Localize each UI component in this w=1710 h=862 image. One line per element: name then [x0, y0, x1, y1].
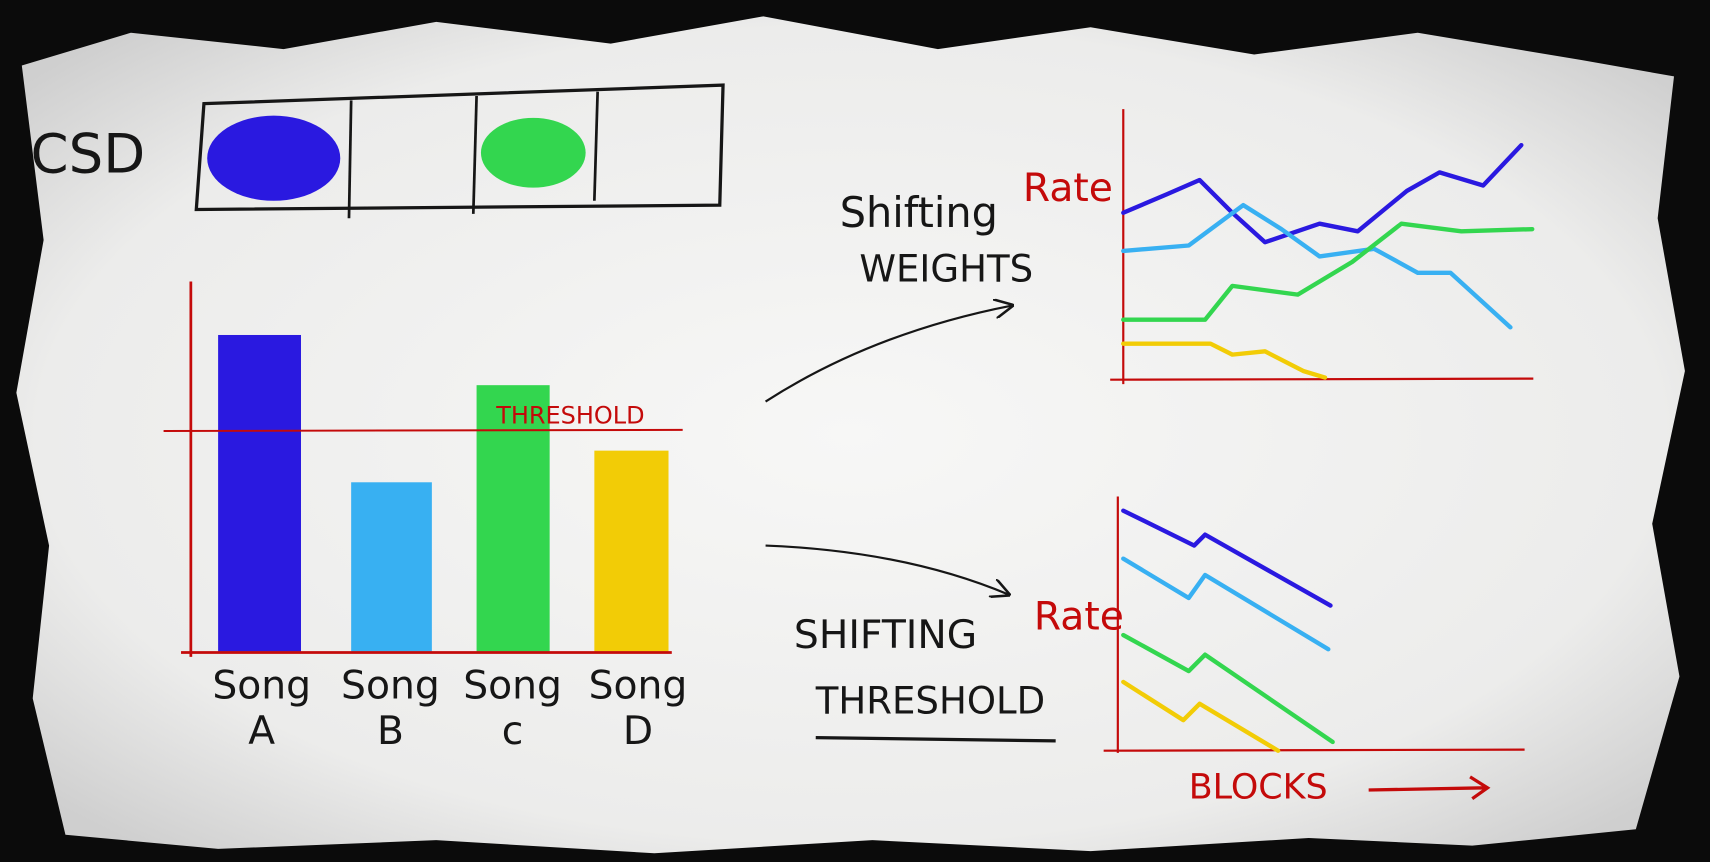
- csd-box: [194, 83, 725, 212]
- weights-title-line-1: Shifting: [840, 189, 998, 237]
- song-word: Song: [212, 663, 311, 708]
- blocks-label: BLOCKS: [1189, 768, 1328, 808]
- paper: [16, 16, 1685, 854]
- threshold-title-line-2: THRESHOLD: [815, 680, 1045, 723]
- bar-song-a: [218, 334, 301, 652]
- threshold-line: [163, 428, 683, 432]
- song-letter: B: [377, 709, 404, 754]
- csd-green-slot: [480, 117, 586, 188]
- threshold-title-line-1: SHIFTING: [794, 613, 977, 658]
- threshold-line-yellow: [1121, 679, 1281, 753]
- weights-line-cyan: [1121, 202, 1513, 330]
- threshold-title-underline: [815, 735, 1056, 743]
- weights-line-blue: [1121, 142, 1524, 245]
- weights-x-axis: [1110, 377, 1534, 381]
- arrow-threshold: [765, 544, 1009, 595]
- weights-title-line-2: WEIGHTS: [859, 248, 1033, 291]
- threshold-x-axis: [1103, 748, 1525, 752]
- song-word: Song: [341, 663, 440, 708]
- arrow-weights: [764, 306, 1012, 403]
- bar-song-b: [351, 482, 432, 652]
- blocks-arrow: [1368, 775, 1491, 801]
- threshold-line-blue: [1121, 508, 1333, 608]
- weights-line-green: [1121, 221, 1535, 322]
- csd-dividers: [347, 91, 599, 219]
- song-letter: D: [623, 709, 653, 754]
- weights-y-label: Rate: [1023, 166, 1113, 211]
- song-word: Song: [463, 663, 562, 708]
- csd-label: CSD: [31, 121, 146, 185]
- csd-blue-slot: [207, 115, 341, 201]
- bar-song-d: [594, 450, 669, 652]
- threshold-label: THRESHOLD: [495, 401, 644, 429]
- threshold-line-green: [1121, 632, 1335, 745]
- song-letter: A: [248, 709, 275, 754]
- threshold-y-label: Rate: [1034, 595, 1124, 640]
- weights-line-yellow: [1121, 341, 1328, 380]
- threshold-lines: [1121, 508, 1335, 753]
- song-letter: c: [502, 709, 524, 754]
- threshold-line-cyan: [1121, 556, 1331, 652]
- song-word: Song: [589, 663, 688, 708]
- weights-lines: [1121, 142, 1535, 380]
